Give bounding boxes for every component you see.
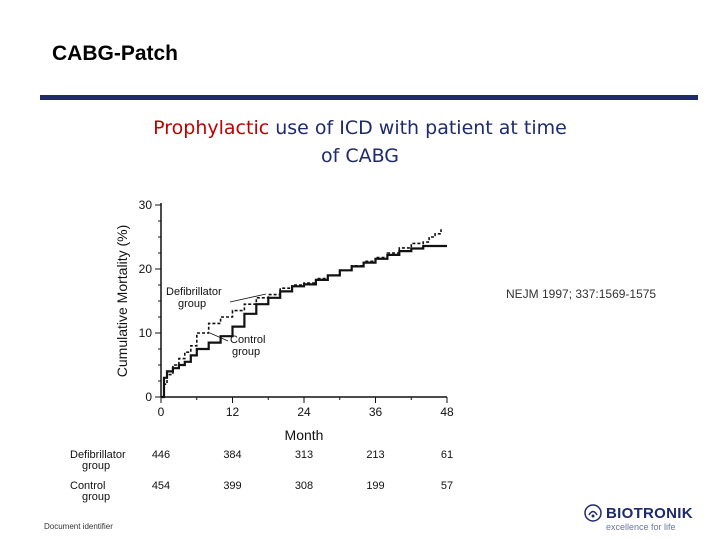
y-tick-label: 0: [145, 390, 152, 404]
y-tick-label: 30: [139, 198, 153, 212]
control-series-line: [161, 244, 447, 399]
control-label-leader: [209, 332, 229, 342]
at-risk-row-label-line1: Control: [70, 480, 105, 492]
at-risk-row-label-line1: Defibrillator: [70, 449, 126, 461]
at-risk-value: 399: [223, 480, 241, 492]
citation: NEJM 1997; 337:1569-1575: [506, 287, 657, 301]
at-risk-row-label-line2: group: [82, 460, 110, 472]
slide-title: CABG-Patch: [52, 42, 179, 65]
brand-tagline: excellence for life: [606, 522, 676, 532]
at-risk-value: 454: [152, 480, 170, 492]
at-risk-row-label-line2: group: [82, 491, 110, 503]
defibrillator-series-line: [161, 229, 442, 398]
defibrillator-series-label-line2: group: [178, 298, 206, 310]
defibrillator-series-label-line1: Defibrillator: [166, 286, 222, 298]
at-risk-value: 213: [366, 449, 384, 461]
x-tick-label: 12: [226, 405, 240, 419]
subtitle-line2: of CABG: [320, 145, 400, 167]
brand-name: BIOTRONIK: [606, 505, 693, 522]
y-tick-label: 10: [139, 326, 153, 340]
subtitle-line1-rest: use of ICD with patient at time: [269, 117, 567, 139]
document-identifier: Document identifier: [44, 522, 113, 531]
at-risk-value: 61: [441, 449, 453, 461]
x-axis-label: Month: [285, 427, 324, 443]
biotronik-logo-icon: [584, 504, 602, 522]
at-risk-value: 308: [295, 480, 313, 492]
x-tick-label: 48: [440, 405, 454, 419]
x-tick-label: 0: [158, 405, 165, 419]
control-series-label-line1: Control: [230, 334, 265, 346]
x-tick-label: 24: [297, 405, 311, 419]
at-risk-value: 384: [223, 449, 241, 461]
slide-subtitle: Prophylactic use of ICD with patient at …: [60, 114, 660, 170]
subtitle-accent: Prophylactic: [153, 117, 270, 139]
at-risk-value: 446: [152, 449, 170, 461]
y-tick-label: 20: [139, 262, 153, 276]
mortality-chart: 0 10 20 30 0 12 24 36 48 Month Cumulative Mortalit…: [70, 198, 454, 503]
defibrillator-label-leader: [229, 293, 267, 303]
at-risk-value: 199: [366, 480, 384, 492]
at-risk-value: 313: [295, 449, 313, 461]
control-series-label-line2: group: [232, 346, 260, 358]
x-tick-label: 36: [369, 405, 383, 419]
y-axis-label: Cumulative Mortality (%): [114, 225, 130, 377]
at-risk-value: 57: [441, 480, 453, 492]
header-rule: [40, 95, 698, 100]
